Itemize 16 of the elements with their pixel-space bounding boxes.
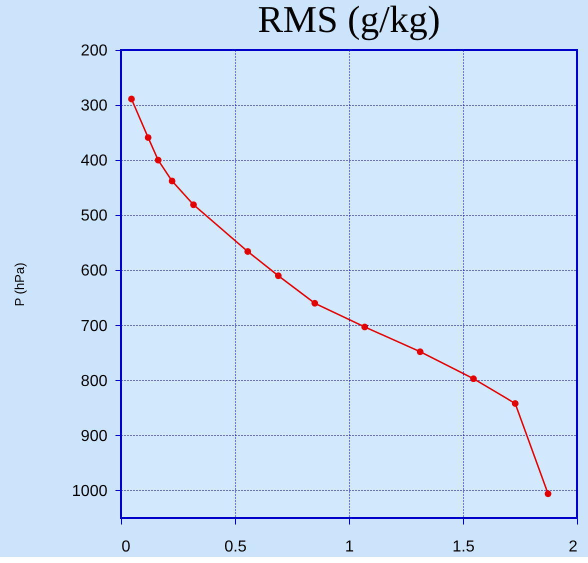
y-tick-label: 700 [80, 318, 108, 335]
y-tick-label: 400 [80, 152, 108, 170]
y-axis-title: P (hPa) [12, 262, 27, 306]
x-tick-label: 2 [568, 538, 578, 556]
y-tick-label: 800 [80, 372, 108, 390]
y-tick-label: 600 [80, 262, 108, 280]
x-tick-label: 1 [345, 538, 354, 556]
chart-title: RMS (g/kg) [258, 0, 440, 41]
y-tick-label: 500 [80, 208, 108, 225]
x-tick-label: 0 [122, 538, 130, 556]
x-tick-label: 1.5 [452, 538, 475, 556]
y-tick-label: 200 [80, 42, 108, 60]
y-tick-label: 900 [80, 428, 108, 445]
x-tick-label: 0.5 [224, 538, 247, 556]
y-tick-label: 300 [80, 98, 108, 115]
y-tick-label: 1000 [72, 482, 108, 500]
